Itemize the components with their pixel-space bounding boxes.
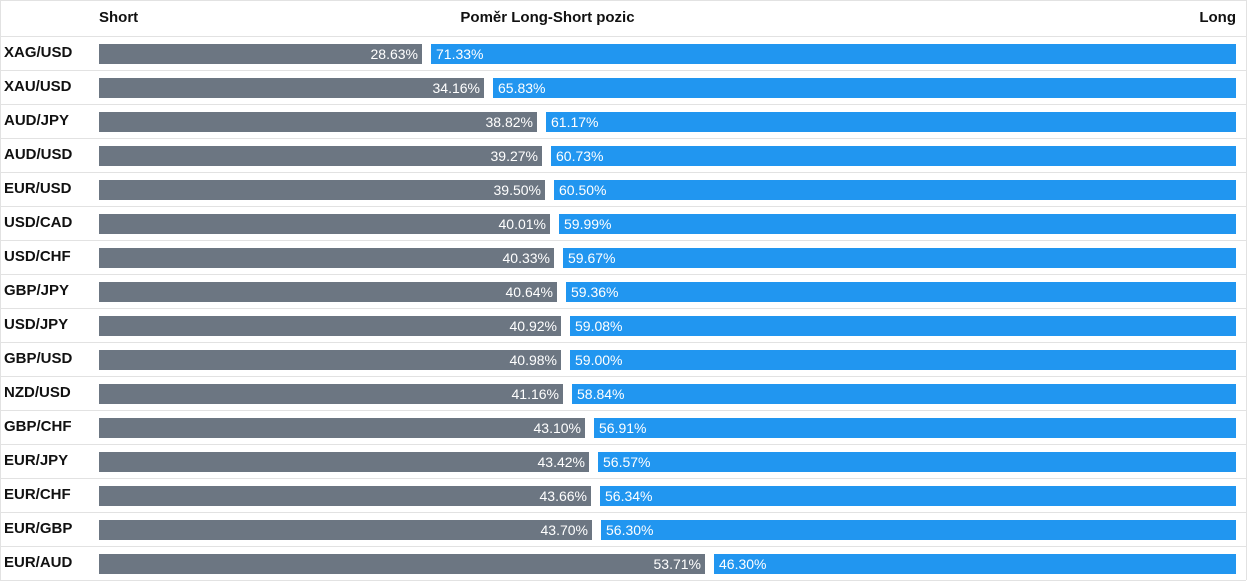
pair-label: AUD/USD [4, 146, 73, 163]
chart-title: Poměr Long-Short pozic [460, 9, 635, 26]
short-bar: 40.92% [99, 316, 561, 336]
short-bar: 39.50% [99, 180, 545, 200]
short-header: Short [99, 9, 139, 26]
grid-line [0, 512, 1246, 513]
long-bar: 46.30% [714, 554, 1236, 574]
long-bar: 59.36% [566, 282, 1236, 302]
short-bar: 28.63% [99, 44, 422, 64]
pair-label: GBP/JPY [4, 282, 70, 299]
long-bar: 65.83% [493, 78, 1236, 98]
grid-line [0, 580, 1246, 581]
long-header: Long [1199, 9, 1236, 26]
long-bar: 58.84% [572, 384, 1236, 404]
short-bar: 53.71% [99, 554, 705, 574]
short-bar: 43.10% [99, 418, 585, 438]
grid-line [0, 308, 1246, 309]
pair-label: EUR/AUD [4, 554, 73, 571]
grid-line [0, 104, 1246, 105]
pair-label: XAG/USD [4, 44, 73, 61]
long-bar: 56.91% [594, 418, 1236, 438]
short-bar: 40.01% [99, 214, 550, 234]
grid-line [0, 70, 1246, 71]
long-bar: 61.17% [546, 112, 1236, 132]
grid-left-border [0, 0, 1, 580]
short-bar: 40.33% [99, 248, 554, 268]
long-bar: 59.99% [559, 214, 1236, 234]
grid-line [0, 410, 1246, 411]
pair-label: NZD/USD [4, 384, 71, 401]
short-bar: 38.82% [99, 112, 537, 132]
grid-line [0, 138, 1246, 139]
short-bar: 39.27% [99, 146, 542, 166]
long-bar: 59.00% [570, 350, 1236, 370]
short-bar: 43.70% [99, 520, 592, 540]
grid-right-border [1246, 0, 1247, 580]
long-bar: 59.67% [563, 248, 1236, 268]
pair-label: USD/CHF [4, 248, 71, 265]
pair-label: USD/CAD [4, 214, 73, 231]
long-bar: 71.33% [431, 44, 1236, 64]
grid-line [0, 376, 1246, 377]
grid-line [0, 546, 1246, 547]
grid-line [0, 0, 1246, 1]
pair-label: EUR/GBP [4, 520, 73, 537]
short-bar: 40.98% [99, 350, 561, 370]
long-bar: 60.50% [554, 180, 1236, 200]
long-bar: 60.73% [551, 146, 1236, 166]
pair-label: AUD/JPY [4, 112, 70, 129]
grid-line [0, 172, 1246, 173]
pair-label: USD/JPY [4, 316, 69, 333]
short-bar: 41.16% [99, 384, 563, 404]
long-bar: 56.57% [598, 452, 1236, 472]
short-bar: 43.66% [99, 486, 591, 506]
pair-label: EUR/USD [4, 180, 72, 197]
grid-line [0, 240, 1246, 241]
long-bar: 59.08% [570, 316, 1236, 336]
pair-label: EUR/JPY [4, 452, 69, 469]
pair-label: GBP/USD [4, 350, 73, 367]
short-bar: 40.64% [99, 282, 557, 302]
long-bar: 56.34% [600, 486, 1236, 506]
short-bar: 43.42% [99, 452, 589, 472]
grid-line [0, 274, 1246, 275]
grid-line [0, 444, 1246, 445]
pair-label: XAU/USD [4, 78, 72, 95]
grid-line [0, 36, 1246, 37]
grid-line [0, 342, 1246, 343]
short-bar: 34.16% [99, 78, 484, 98]
grid-line [0, 478, 1246, 479]
pair-label: EUR/CHF [4, 486, 71, 503]
long-bar: 56.30% [601, 520, 1236, 540]
pair-label: GBP/CHF [4, 418, 72, 435]
grid-line [0, 206, 1246, 207]
